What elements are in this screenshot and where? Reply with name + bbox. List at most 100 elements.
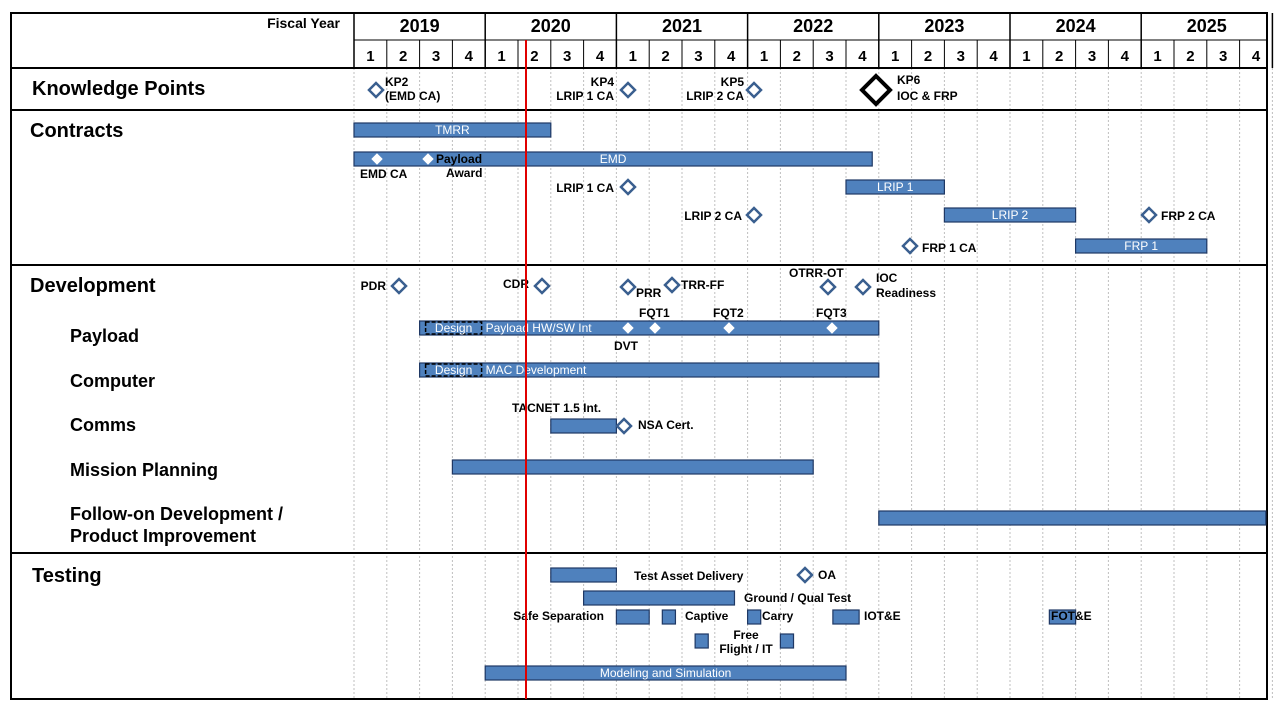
schedule-bar — [419, 362, 880, 378]
milestone-label: IOC — [876, 271, 898, 285]
schedule-bar — [582, 590, 736, 606]
milestone-diamond — [615, 417, 633, 435]
schedule-bar — [845, 179, 946, 195]
milestone-on-bar — [422, 153, 434, 165]
quarter-label: 1 — [1022, 48, 1030, 65]
schedule-bar — [1074, 238, 1208, 254]
milestone-diamond — [745, 81, 763, 99]
quarter-label: 1 — [760, 48, 768, 65]
design-phase-box — [424, 321, 483, 335]
quarter-label: 1 — [366, 48, 374, 65]
year-label: 2021 — [662, 16, 702, 36]
bar-annotation: Carry — [762, 609, 794, 623]
bar-annotation: FOT&E — [1051, 609, 1092, 623]
schedule-bar — [1048, 609, 1077, 625]
milestone-label: LRIP 1 CA — [556, 181, 614, 195]
milestone-label: PDR — [361, 279, 387, 293]
milestone-label: DVT — [614, 339, 639, 353]
bar-label: LRIP 1 — [877, 180, 914, 194]
bar-annotation: Ground / Qual Test — [744, 591, 851, 605]
quarter-label: 4 — [989, 48, 998, 65]
row-computer: Computer — [70, 371, 155, 391]
schedule-bars: TMRR EMD LRIP 1 LRIP 2 FRP 1 Design Payload HW… — [353, 122, 1267, 681]
milestone-label: KP5 — [721, 75, 745, 89]
row-payload: Payload — [70, 326, 139, 346]
schedule-bar — [694, 633, 709, 649]
quarter-label: 3 — [563, 48, 571, 65]
quarter-label: 4 — [858, 48, 867, 65]
year-label: 2019 — [400, 16, 440, 36]
milestone-label: TRR-FF — [681, 278, 724, 292]
bar-label: TMRR — [435, 123, 470, 137]
bar-annotation: Flight / IT — [719, 642, 773, 656]
quarter-label: 2 — [1186, 48, 1194, 65]
quarter-label: 4 — [1121, 48, 1130, 65]
row-mission-planning: Mission Planning — [70, 460, 218, 480]
quarter-label: 3 — [1088, 48, 1096, 65]
bar-annotation: Captive — [685, 609, 729, 623]
bar-label: EMD — [600, 152, 627, 166]
schedule-bar — [832, 609, 860, 625]
milestone-label: FQT3 — [816, 306, 847, 320]
milestone-sublabel: Award — [446, 166, 482, 180]
design-phase-label: Design — [435, 363, 472, 377]
year-label: 2023 — [924, 16, 964, 36]
bar-label: FRP 1 — [1124, 239, 1158, 253]
schedule-bar — [550, 567, 617, 583]
chart-frame — [10, 12, 1268, 700]
quarter-label: 1 — [891, 48, 899, 65]
milestone-diamond — [533, 277, 551, 295]
bar-label: Modeling and Simulation — [600, 666, 731, 680]
year-label: 2020 — [531, 16, 571, 36]
milestone-label: OTRR-OT — [789, 266, 844, 280]
year-label: 2025 — [1187, 16, 1227, 36]
section-testing: Testing — [32, 565, 102, 587]
milestone-label: FRP 2 CA — [1161, 209, 1216, 223]
milestone-label: FQT2 — [713, 306, 744, 320]
milestone-on-bar — [723, 322, 735, 334]
quarter-label: 4 — [1252, 48, 1261, 65]
section-contracts: Contracts — [30, 120, 123, 142]
milestone-sublabel: LRIP 2 CA — [686, 89, 744, 103]
bar-label: Payload HW/SW Int — [486, 321, 593, 335]
schedule-bar — [661, 609, 677, 625]
schedule-bar — [943, 207, 1077, 223]
quarter-label: 2 — [399, 48, 407, 65]
quarter-label: 2 — [530, 48, 538, 65]
milestone-sublabel: LRIP 1 CA — [556, 89, 614, 103]
milestone-diamond — [367, 81, 385, 99]
milestone-label: KP4 — [591, 75, 615, 89]
bar-annotation: TACNET 1.5 Int. — [512, 401, 601, 415]
bar-label: LRIP 2 — [992, 208, 1029, 222]
milestone-label: LRIP 2 CA — [684, 209, 742, 223]
schedule-bar — [419, 320, 880, 336]
section-dividers — [11, 40, 1267, 699]
milestone-label: FRP 1 CA — [922, 241, 977, 255]
milestone-diamond — [619, 178, 637, 196]
bar-label: MAC Development — [486, 363, 587, 377]
milestone-label: Payload — [436, 152, 482, 166]
design-phase-label: Design — [435, 321, 472, 335]
quarter-label: 3 — [957, 48, 965, 65]
year-headers: 2019 2020 2021 2022 2023 2024 2025 — [400, 16, 1227, 36]
quarter-headers: 1 2 3 4 1 2 3 4 1 2 3 4 1 2 3 4 1 2 3 4 1 2 3 4 1 2 3 4 — [366, 48, 1261, 65]
schedule-bar — [550, 418, 617, 434]
milestone-label: NSA Cert. — [638, 418, 694, 432]
bar-annotation: Test Asset Delivery — [634, 569, 744, 583]
milestone-diamond — [854, 278, 872, 296]
quarter-label: 4 — [727, 48, 736, 65]
milestone-diamond — [901, 237, 919, 255]
milestone-label: KP2 — [385, 75, 409, 89]
milestone-label: PRR — [636, 286, 662, 300]
quarter-label: 2 — [661, 48, 669, 65]
milestone-diamond — [859, 73, 893, 107]
milestone-diamond — [663, 276, 681, 294]
quarter-label: 2 — [793, 48, 801, 65]
milestone-diamond — [619, 81, 637, 99]
schedule-bar — [484, 665, 847, 681]
row-comms: Comms — [70, 415, 136, 435]
milestone-on-bar — [649, 322, 661, 334]
schedule-bar — [746, 609, 762, 625]
quarter-label: 4 — [465, 48, 474, 65]
